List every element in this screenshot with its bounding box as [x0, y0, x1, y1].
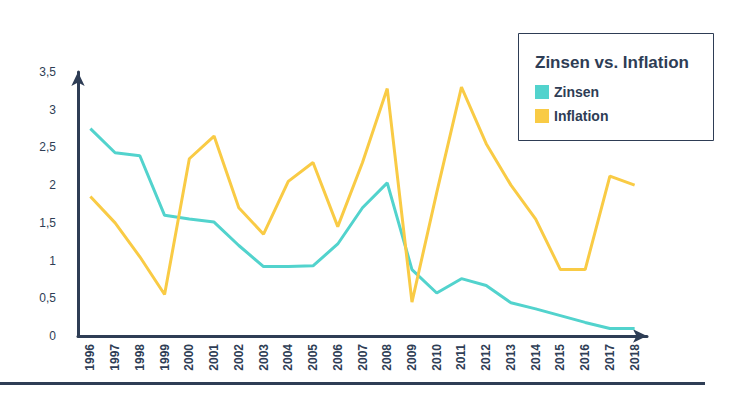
svg-text:1: 1: [49, 254, 56, 268]
svg-text:1997: 1997: [108, 344, 122, 371]
svg-text:2017: 2017: [603, 344, 617, 371]
svg-text:2010: 2010: [430, 344, 444, 371]
svg-text:0,5: 0,5: [39, 291, 56, 305]
svg-text:2013: 2013: [504, 344, 518, 371]
svg-text:1,5: 1,5: [39, 216, 56, 230]
svg-text:2016: 2016: [578, 344, 592, 371]
svg-text:3,5: 3,5: [39, 65, 56, 79]
svg-text:2007: 2007: [356, 344, 370, 371]
svg-text:1998: 1998: [133, 344, 147, 371]
svg-text:2004: 2004: [281, 344, 295, 371]
svg-text:Inflation: Inflation: [554, 108, 608, 124]
svg-text:2015: 2015: [553, 344, 567, 371]
svg-text:2005: 2005: [306, 344, 320, 371]
svg-text:2003: 2003: [257, 344, 271, 371]
svg-text:2012: 2012: [479, 344, 493, 371]
svg-text:1999: 1999: [158, 344, 172, 371]
svg-text:1996: 1996: [83, 344, 97, 371]
svg-text:2001: 2001: [207, 344, 221, 371]
svg-text:2009: 2009: [405, 344, 419, 371]
svg-text:2006: 2006: [331, 344, 345, 371]
svg-text:2011: 2011: [454, 344, 468, 370]
svg-text:2008: 2008: [380, 344, 394, 371]
svg-text:2000: 2000: [182, 344, 196, 371]
svg-text:2018: 2018: [628, 344, 642, 371]
svg-text:2: 2: [49, 178, 56, 192]
svg-text:2014: 2014: [529, 344, 543, 371]
svg-text:3: 3: [49, 103, 56, 117]
svg-text:Zinsen: Zinsen: [554, 84, 599, 100]
svg-text:2002: 2002: [232, 344, 246, 371]
svg-text:Zinsen vs. Inflation: Zinsen vs. Inflation: [535, 53, 689, 72]
svg-text:2,5: 2,5: [39, 140, 56, 154]
svg-text:0: 0: [49, 329, 56, 343]
